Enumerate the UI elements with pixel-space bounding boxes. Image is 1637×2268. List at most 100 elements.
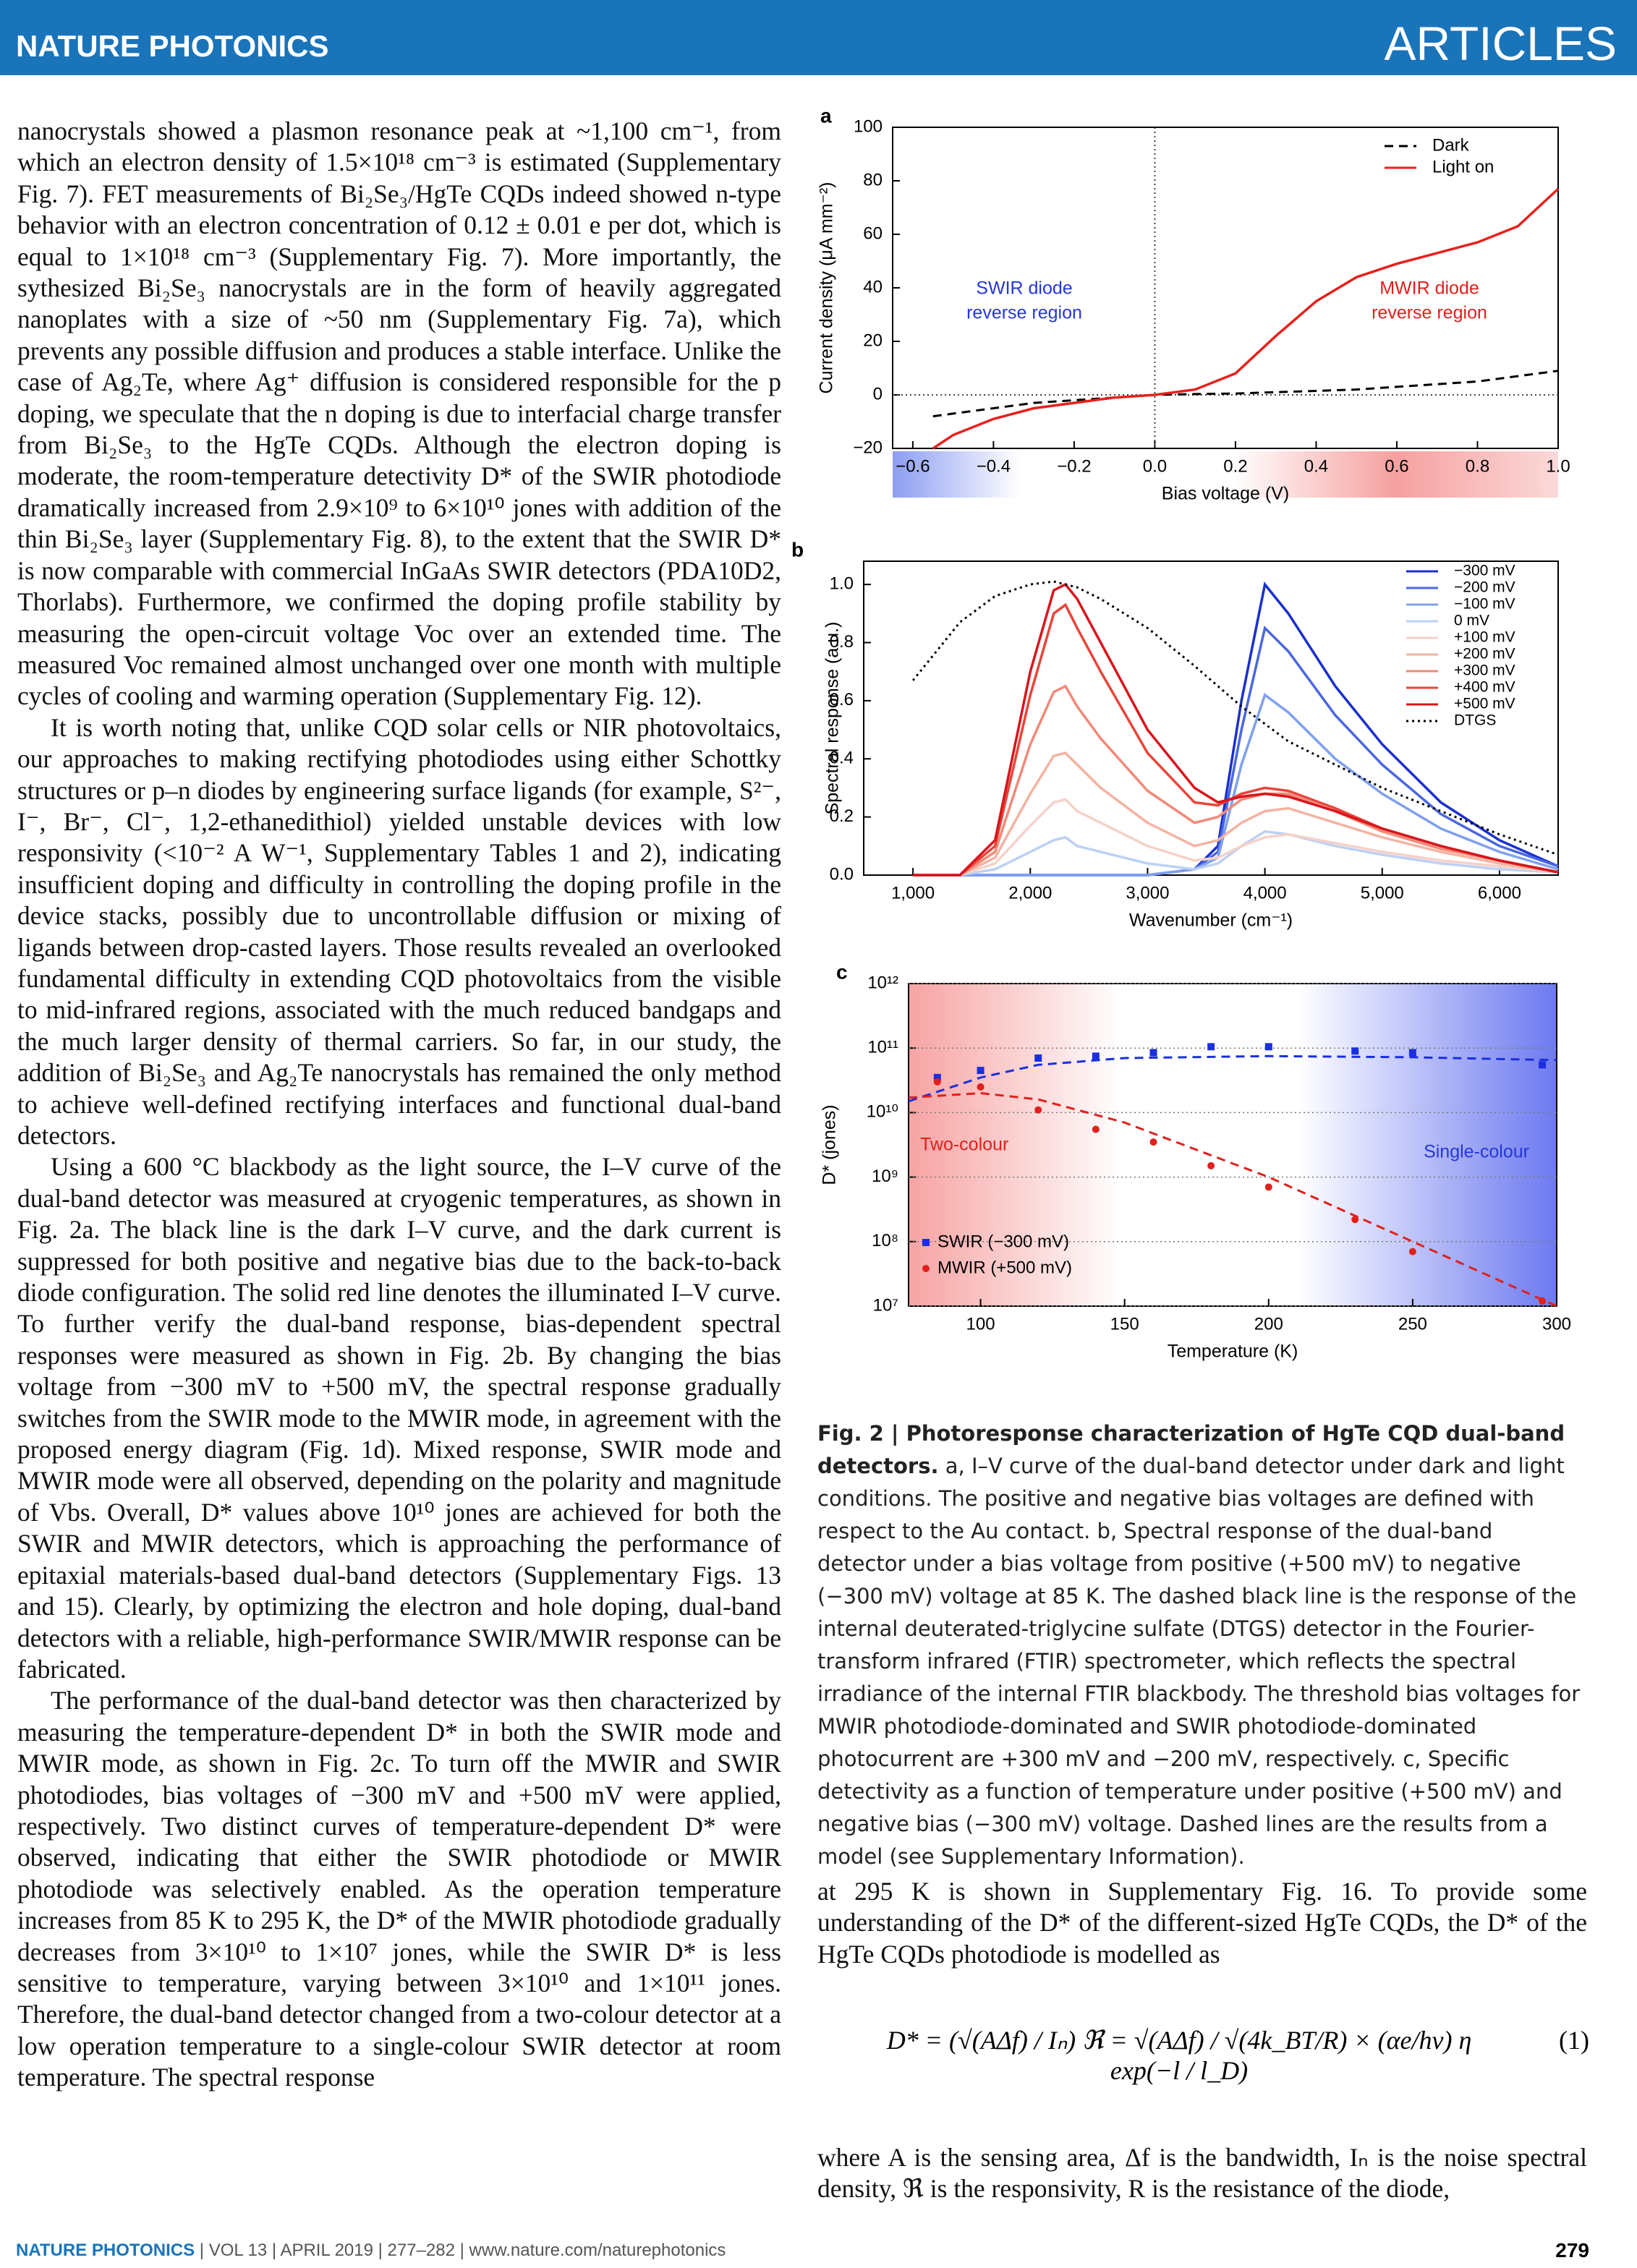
x-tick-label: 1,000 [891,883,935,903]
legend-label: DTGS [1454,712,1496,729]
data-point [1034,1106,1042,1114]
y-tick-label: 10⁸ [872,1231,898,1250]
caption-text: a, I–V curve of the dual-band detector u… [817,1454,1581,1869]
y-tick-label: 10⁹ [872,1167,898,1186]
y-tick-label: 0 [873,384,883,404]
y-tick-label: 60 [863,223,883,243]
left-column: nanocrystals showed a plasmon resonance … [17,116,781,2235]
right-column-bottom: where A is the sensing area, Δf is the b… [817,2142,1587,2205]
legend-symbol [922,1239,930,1246]
legend-label: MWIR (+500 mV) [937,1258,1072,1277]
annotation: reverse region [966,303,1082,323]
data-point [1092,1125,1100,1133]
legend-label: +300 mV [1454,662,1515,679]
region-shade [909,984,1557,1306]
x-tick-label: 300 [1542,1314,1571,1334]
plot-frame [863,560,1559,876]
x-tick-label: 3,000 [1126,883,1169,903]
x-tick-label: 0.8 [1466,456,1489,476]
plot-frame [908,983,1557,1307]
data-point [1034,1054,1042,1062]
caption-title: Fig. 2 | Photoresponse characterization … [817,1421,1565,1478]
paragraph: nanocrystals showed a plasmon resonance … [17,116,781,711]
data-point [1264,1183,1272,1191]
legend-symbol [922,1265,930,1272]
x-axis-label: Bias voltage (V) [1162,484,1289,504]
x-tick-label: 150 [1110,1314,1139,1334]
x-tick-label: 100 [966,1314,995,1334]
legend-label: 0 mV [1454,613,1489,629]
x-axis-label: Wavenumber (cm⁻¹) [1129,911,1293,931]
series-line [932,370,1559,418]
x-tick-label: 0.2 [1223,456,1247,476]
y-tick-label: 0.2 [830,806,854,826]
right-column-top: at 295 K is shown in Supplementary Fig. … [817,1876,1587,1970]
legend-label: −300 mV [1454,563,1515,579]
panel-label: b [791,538,804,560]
x-tick-label: 2,000 [1008,883,1052,903]
x-tick-label: −0.6 [896,456,930,476]
data-point [977,1067,985,1075]
data-point [1539,1061,1547,1069]
footer-journal: NATURE PHOTONICS [16,2241,195,2260]
journal-name: NATURE PHOTONICS [16,29,329,63]
paragraph: at 295 K is shown in Supplementary Fig. … [817,1877,1587,1969]
legend-label: −100 mV [1454,596,1515,613]
annotation: Two-colour [920,1135,1008,1155]
annotation: SWIR diode [976,278,1072,299]
y-tick-label: 0.6 [830,690,854,709]
y-axis-label: Spectral response (a.u.) [822,622,843,815]
x-tick-label: −0.2 [1057,456,1091,476]
series-line [913,830,1559,877]
y-axis-label: D* (jones) [820,1104,840,1185]
y-tick-label: 1.0 [830,574,854,593]
series-line [908,1054,1557,1103]
series-line [913,582,1559,877]
section-name: ARTICLES [1384,17,1617,70]
x-tick-label: 4,000 [1243,883,1287,903]
data-point [1351,1047,1359,1055]
annotation: Single-colour [1424,1142,1529,1162]
series-line [913,798,1559,877]
region-shade [1233,451,1558,498]
legend-label: +200 mV [1454,646,1515,662]
equation: D* = (√(AΔf) / Iₙ) ℜ = √(AΔf) / √(4k_BT/… [886,2026,1472,2085]
x-tick-label: 0.6 [1385,456,1408,476]
legend-label: −200 mV [1454,579,1515,596]
legend-label: +500 mV [1454,696,1515,712]
panel-label: c [836,960,848,983]
x-tick-label: 5,000 [1361,883,1404,903]
y-tick-label: 0.0 [830,864,854,884]
y-tick-label: 20 [863,331,883,350]
panel-label: a [820,104,832,127]
legend-label: Dark [1432,135,1470,155]
legend-label: Light on [1432,157,1494,176]
series-line [913,684,1559,877]
x-tick-label: 6,000 [1478,883,1521,903]
y-tick-label: 100 [854,116,883,136]
header-bar: NATURE PHOTONICS ARTICLES [0,0,1637,75]
legend-label: SWIR (−300 mV) [937,1232,1069,1251]
data-point [933,1073,941,1081]
equation-number: (1) [1559,2026,1589,2055]
y-tick-label: 10¹⁰ [867,1102,898,1122]
y-tick-label: −20 [853,438,883,457]
series-line [932,187,1560,450]
x-tick-label: 200 [1254,1314,1283,1334]
footer-info: | VOL 13 | APRIL 2019 | 277–282 | www.na… [199,2241,726,2260]
data-point [1092,1052,1100,1060]
data-point [1149,1049,1157,1057]
y-tick-label: 80 [863,170,883,189]
data-point [933,1078,941,1086]
x-tick-label: 1.0 [1546,456,1570,476]
data-point [1264,1043,1272,1051]
y-tick-label: 10¹¹ [867,1038,898,1057]
x-tick-label: 250 [1398,1314,1427,1334]
data-point [977,1083,985,1091]
page-number: 279 [1555,2239,1589,2261]
x-axis-label: Temperature (K) [1168,1342,1298,1362]
annotation: reverse region [1372,303,1487,323]
y-tick-label: 0.8 [830,632,854,652]
data-point [1207,1161,1215,1169]
